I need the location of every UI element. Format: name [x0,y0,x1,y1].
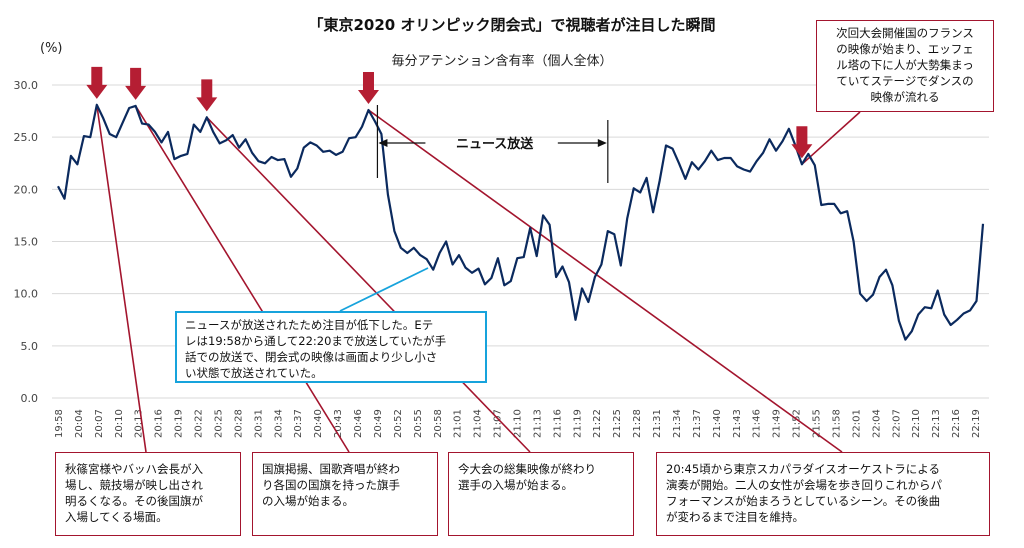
x-tick-label: 21:46 [752,409,763,438]
leader-line [206,116,531,453]
news-arrowhead-left [378,139,388,147]
x-tick-label: 20:55 [413,409,424,438]
leader-lines [96,104,861,453]
y-tick-label: 0.0 [21,392,39,405]
x-tick-label: 20:07 [94,409,105,438]
x-tick-label: 21:49 [772,409,783,438]
x-tick-label: 20:43 [333,409,344,438]
leader-line [134,105,350,453]
leader-line [801,111,861,165]
x-tick-label: 21:04 [473,409,484,438]
highlight-arrow [86,66,108,99]
x-tick-label: 20:04 [74,409,85,438]
x-tick-label: 21:43 [732,409,743,438]
x-tick-label: 20:34 [273,409,284,438]
x-tick-label: 22:07 [891,409,902,438]
x-tick-label: 21:07 [493,409,504,438]
x-tick-label: 20:19 [174,409,185,438]
news-label: ニュース放送 [456,136,534,152]
callout-ann6: ニュースが放送されたため注目が低下した。Eテ レは19:58から通して22:20… [175,311,487,383]
y-tick-label: 15.0 [14,236,39,249]
callout-ann1: 秋篠宮様やバッハ会長が入 場し、競技場が映し出され 明るくなる。その後国旗が 入… [55,452,241,536]
x-tick-label: 21:58 [831,409,842,438]
x-tick-label: 22:10 [911,409,922,438]
highlight-arrow [357,72,379,105]
x-tick-label: 20:16 [154,409,165,438]
x-tick-label: 20:31 [253,409,264,438]
callout-ann2: 国旗掲揚、国歌斉唱が終わ り各国の国旗を持った旗手 の入場が始まる。 [252,452,438,536]
x-tick-labels: 19:58 20:04 20:07 20:10 20:13 20:16 20:19 20:22… [54,409,982,438]
x-tick-label: 20:28 [233,409,244,438]
x-tick-label: 21:13 [532,409,543,438]
x-tick-label: 20:22 [194,409,205,438]
x-tick-label: 21:01 [453,409,464,438]
highlight-arrows [86,66,813,159]
x-tick-label: 21:40 [712,409,723,438]
x-tick-label: 22:13 [931,409,942,438]
leader-line [368,109,843,453]
x-tick-label: 21:55 [812,409,823,438]
x-tick-label: 20:37 [293,409,304,438]
x-tick-label: 20:40 [313,409,324,438]
x-tick-label: 21:37 [692,409,703,438]
y-tick-label: 5.0 [21,340,39,353]
callout-ann4: 20:45頃から東京スカパラダイスオーケストラによる 演奏が開始。二人の女性が会… [656,452,990,536]
x-tick-label: 21:10 [513,409,524,438]
x-tick-label: 21:19 [572,409,583,438]
highlight-arrow [196,79,218,112]
x-tick-label: 21:52 [792,409,803,438]
leader-line [96,104,147,453]
x-tick-label: 21:16 [552,409,563,438]
x-tick-label: 20:49 [373,409,384,438]
series-line [57,103,985,341]
highlight-arrow [791,126,813,159]
x-tick-label: 20:58 [433,409,444,438]
y-tick-label: 20.0 [14,183,39,196]
x-tick-label: 20:13 [134,409,145,438]
leader-line-news [339,267,429,312]
callout-ann5: 次回大会開催国のフランス の映像が始まり、エッフェ ル塔の下に人が大勢集まっ て… [816,20,994,112]
x-tick-label: 20:10 [114,409,125,438]
x-tick-label: 21:22 [592,409,603,438]
chart-subtitle: 毎分アテンション含有率（個人全体） [391,53,612,69]
x-tick-label: 20:25 [213,409,224,438]
highlight-arrow [125,67,147,100]
x-tick-label: 20:52 [393,409,404,438]
y-axis-unit: (%) [40,41,63,56]
x-tick-label: 22:04 [871,409,882,438]
x-tick-label: 21:28 [632,409,643,438]
callout-ann3: 今大会の総集映像が終わり 選手の入場が始まる。 [448,452,634,536]
y-tick-label: 25.0 [14,131,39,144]
x-tick-label: 20:46 [353,409,364,438]
x-tick-label: 21:34 [672,409,683,438]
x-tick-label: 22:19 [971,409,982,438]
x-tick-label: 21:31 [652,409,663,438]
y-tick-label: 30.0 [14,79,39,92]
x-tick-label: 22:01 [851,409,862,438]
y-tick-labels: 0.0 5.0 10.0 15.0 20.0 25.0 30.0 [14,79,39,405]
news-arrowhead-right [597,139,607,147]
x-tick-label: 21:25 [612,409,623,438]
y-tick-label: 10.0 [14,288,39,301]
x-tick-label: 22:16 [951,409,962,438]
news-broadcast-marker: ニュース放送 [376,105,609,183]
x-tick-label: 19:58 [54,409,65,438]
chart-title: 「東京2020 オリンピック閉会式」で視聴者が注目した瞬間 [309,16,716,34]
